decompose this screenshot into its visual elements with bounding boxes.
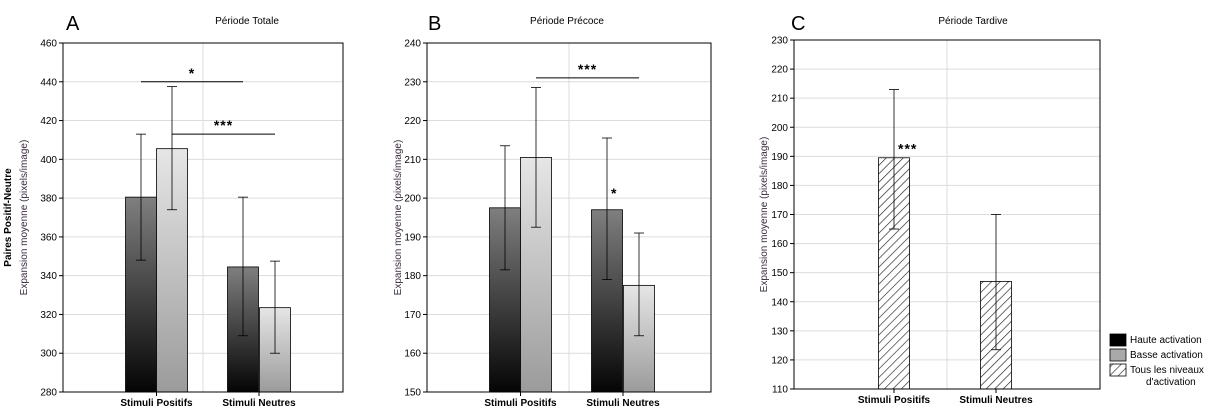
legend-label: Tous les niveaux xyxy=(1130,365,1204,376)
y-tick-label: 380 xyxy=(40,194,57,205)
significance-marker: * xyxy=(611,185,617,201)
y-tick-label: 230 xyxy=(771,36,788,47)
y-tick-label: 140 xyxy=(771,297,788,308)
y-tick-label: 360 xyxy=(40,232,57,243)
y-tick-label: 440 xyxy=(40,77,57,88)
legend-label: Haute activation xyxy=(1130,335,1202,346)
x-category-label: Stimuli Neutres xyxy=(586,398,660,408)
panel-letter: A xyxy=(66,13,80,35)
y-axis-label: Expansion moyenne (pixels/image) xyxy=(393,140,404,296)
y-tick-label: 120 xyxy=(771,355,788,366)
significance-marker: *** xyxy=(214,117,233,133)
plot-frame xyxy=(62,42,344,393)
legend-label: Basse activation xyxy=(1130,350,1203,361)
y-tick-label: 200 xyxy=(771,123,788,134)
y-tick-label: 200 xyxy=(404,194,421,205)
y-tick-label: 180 xyxy=(771,181,788,192)
significance-marker: *** xyxy=(898,140,917,156)
y-tick-label: 230 xyxy=(404,77,421,88)
y-tick-label: 170 xyxy=(771,210,788,221)
y-tick-label: 150 xyxy=(404,388,421,399)
y-tick-label: 280 xyxy=(40,388,57,399)
y-axis-label: Expansion moyenne (pixels/image) xyxy=(759,137,770,293)
y-tick-label: 190 xyxy=(404,232,421,243)
legend-label: d'activation xyxy=(1146,377,1196,388)
y-tick-label: 170 xyxy=(404,310,421,321)
y-tick-label: 220 xyxy=(404,116,421,127)
y-tick-label: 300 xyxy=(40,349,57,360)
y-tick-label: 110 xyxy=(772,385,788,396)
y-tick-label: 210 xyxy=(404,155,421,166)
x-category-label: Stimuli Positifs xyxy=(858,395,931,406)
y-tick-label: 150 xyxy=(771,268,788,279)
y-tick-label: 160 xyxy=(404,349,421,360)
legend-swatch xyxy=(1109,363,1127,377)
y-tick-label: 320 xyxy=(40,310,57,321)
x-category-label: Stimuli Neutres xyxy=(959,395,1033,406)
panel-letter: B xyxy=(428,13,441,35)
legend-swatch xyxy=(1109,348,1127,362)
y-tick-label: 240 xyxy=(404,39,421,50)
panel-letter: C xyxy=(791,13,805,35)
y-tick-label: 190 xyxy=(771,152,788,163)
significance-marker: *** xyxy=(578,61,597,77)
x-category-label: Stimuli Neutres xyxy=(222,398,296,408)
y-tick-label: 220 xyxy=(771,65,788,76)
y-tick-label: 210 xyxy=(771,94,788,105)
chart-title: Période Précoce xyxy=(530,16,604,27)
y-axis-label: Expansion moyenne (pixels/image) xyxy=(19,140,30,296)
y-tick-label: 130 xyxy=(771,326,788,337)
y-tick-label: 460 xyxy=(40,39,57,50)
chart-title: Période Tardive xyxy=(938,16,1008,27)
chart-title: Période Totale xyxy=(215,16,279,27)
plot-frame xyxy=(426,42,712,393)
y-tick-label: 340 xyxy=(40,271,57,282)
y-tick-label: 400 xyxy=(40,155,57,166)
y-tick-label: 180 xyxy=(404,271,421,282)
significance-marker: * xyxy=(189,65,195,81)
x-category-label: Stimuli Positifs xyxy=(120,398,193,408)
y-tick-label: 160 xyxy=(771,239,788,250)
x-category-label: Stimuli Positifs xyxy=(484,398,557,408)
legend-swatch xyxy=(1109,333,1127,347)
y-axis-label: Paires Positif-Neutre xyxy=(3,168,14,267)
y-tick-label: 420 xyxy=(40,116,57,127)
